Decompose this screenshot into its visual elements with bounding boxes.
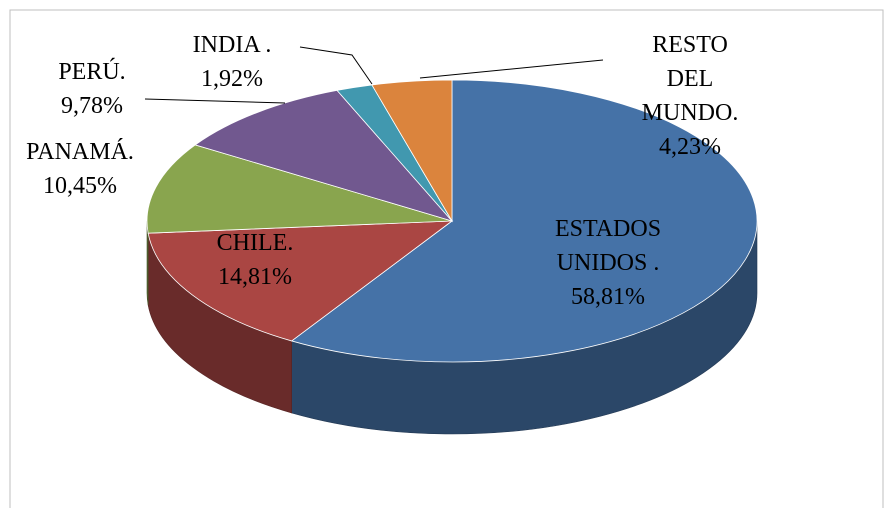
pie-slice	[147, 220, 454, 342]
leader-line	[144, 98, 286, 104]
slice-label: INDIA . 1,92%	[177, 28, 287, 96]
pie-slice	[194, 89, 454, 222]
slice-label: PANAMÁ. 10,45%	[10, 135, 150, 203]
value-label: 4,23%	[659, 134, 721, 160]
pie-slice	[290, 79, 758, 363]
slice-label: PERÚ. 9,78%	[37, 55, 147, 123]
leader-line	[299, 46, 373, 85]
category-label: INDIA .	[192, 32, 272, 58]
pie-slice	[371, 79, 453, 223]
category-label: PERÚ.	[58, 59, 126, 85]
value-label: 58,81%	[571, 284, 645, 310]
slice-label: ESTADOS UNIDOS . 58,81%	[528, 212, 688, 314]
category-label: ESTADOS UNIDOS .	[554, 216, 662, 276]
pie-slice	[146, 144, 453, 234]
chart-border	[9, 9, 884, 508]
value-label: 1,92%	[201, 66, 263, 92]
value-label: 10,45%	[43, 173, 117, 199]
category-label: PANAMÁ.	[26, 139, 134, 165]
leader-line	[419, 59, 604, 79]
value-label: 14,81%	[218, 264, 292, 290]
value-label: 9,78%	[61, 93, 123, 119]
category-label: RESTO DEL MUNDO.	[641, 32, 739, 126]
slice-label: RESTO DEL MUNDO. 4,23%	[635, 28, 745, 164]
slice-label: CHILE. 14,81%	[195, 226, 315, 294]
category-label: CHILE.	[216, 230, 294, 256]
